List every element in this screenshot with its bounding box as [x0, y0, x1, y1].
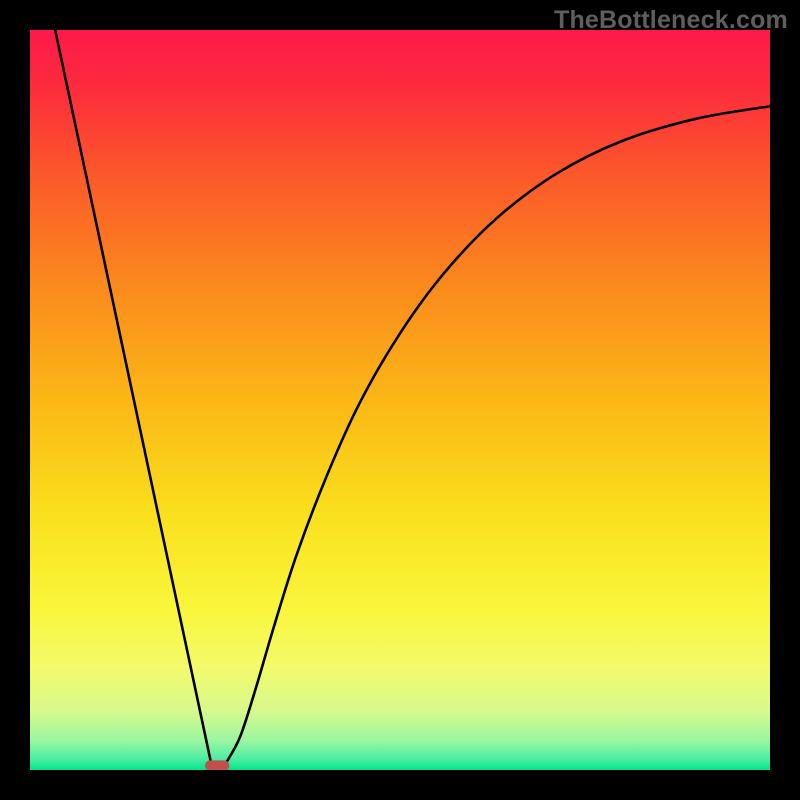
- bottleneck-chart: [30, 30, 770, 770]
- chart-container: TheBottleneck.com: [0, 0, 800, 800]
- chart-background: [30, 30, 770, 770]
- min-marker: [205, 760, 229, 770]
